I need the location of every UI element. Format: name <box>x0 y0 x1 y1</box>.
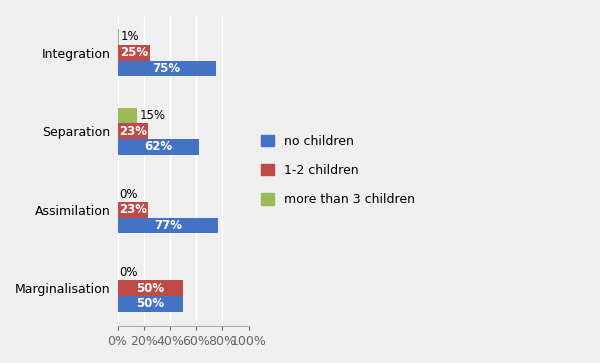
Bar <box>118 217 218 233</box>
Bar <box>118 29 119 45</box>
Text: 23%: 23% <box>119 203 146 216</box>
Text: 1%: 1% <box>121 30 139 44</box>
Text: 25%: 25% <box>120 46 148 59</box>
Bar <box>118 61 216 76</box>
Legend: no children, 1-2 children, more than 3 children: no children, 1-2 children, more than 3 c… <box>256 130 419 211</box>
Text: 62%: 62% <box>144 140 172 154</box>
Text: 50%: 50% <box>136 282 164 295</box>
Bar <box>118 123 148 139</box>
Text: 0%: 0% <box>119 188 138 200</box>
Bar <box>118 45 151 61</box>
Bar <box>118 108 137 123</box>
Text: 50%: 50% <box>136 298 164 310</box>
Bar <box>118 139 199 155</box>
Bar <box>118 296 183 312</box>
Text: 75%: 75% <box>152 62 181 75</box>
Text: 15%: 15% <box>139 109 165 122</box>
Bar <box>118 202 148 217</box>
Text: 23%: 23% <box>119 125 146 138</box>
Text: 0%: 0% <box>119 266 138 279</box>
Bar <box>118 281 183 296</box>
Text: 77%: 77% <box>154 219 182 232</box>
